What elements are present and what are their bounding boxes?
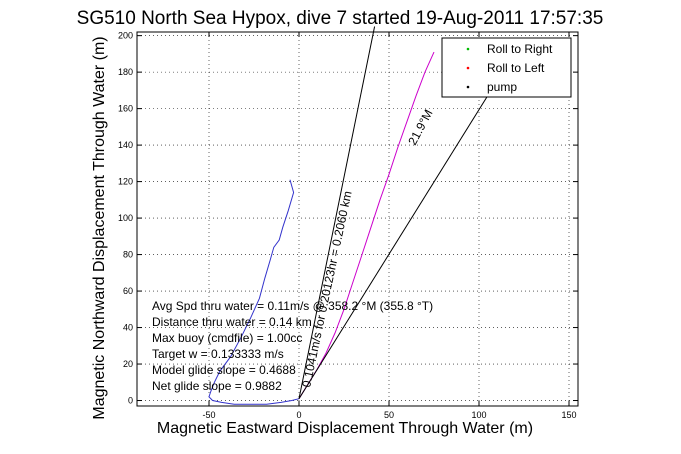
plot-frame <box>136 31 579 407</box>
stats-line: Avg Spd thru water = 0.11m/s @ 358.2 °M … <box>152 299 433 313</box>
legend-box <box>441 37 572 98</box>
legend-label: Roll to Right <box>487 42 553 56</box>
y-tick-label: 40 <box>123 323 133 333</box>
x-axis-label: Magnetic Eastward Displacement Through W… <box>157 420 533 437</box>
y-tick-label: 140 <box>118 140 133 150</box>
y-tick-label: 20 <box>123 359 133 369</box>
legend: Roll to Right Roll to Left pump <box>441 37 572 98</box>
series-layer <box>208 26 503 405</box>
stats-block: Avg Spd thru water = 0.11m/s @ 358.2 °M … <box>152 299 433 393</box>
legend-marker <box>466 85 470 89</box>
y-tick-label: 120 <box>118 177 133 187</box>
y-tick-label: 200 <box>118 31 133 41</box>
series-line <box>298 71 503 399</box>
y-tick-label: 60 <box>123 286 133 296</box>
series-line <box>298 26 376 399</box>
legend-marker <box>466 47 470 51</box>
legend-label: Roll to Left <box>487 61 545 75</box>
stats-line: Net glide slope = 0.9882 <box>152 379 282 393</box>
chart-title: SG510 North Sea Hypox, dive 7 started 19… <box>77 8 604 29</box>
stats-line: Max buoy (cmdfile) = 1.00cc <box>152 331 302 345</box>
x-tick-label: 150 <box>561 410 576 420</box>
stats-line: Distance thru water = 0.14 km <box>152 315 312 329</box>
x-tick-label: 50 <box>384 410 394 420</box>
y-axis-label: Magnetic Northward Displacement Through … <box>91 36 108 419</box>
y-tick-label: 100 <box>118 213 133 223</box>
y-tick-label: 0 <box>128 396 133 406</box>
series-line <box>208 179 300 405</box>
x-tick-label: -50 <box>202 410 215 420</box>
y-tick-label: 180 <box>118 67 133 77</box>
stats-line: Target w = 0.133333 m/s <box>152 347 284 361</box>
legend-marker <box>466 66 470 70</box>
legend-label: pump <box>487 80 517 94</box>
y-tick-label: 160 <box>118 104 133 114</box>
ticks-layer: -50 0 50 100 150 0 20 40 60 80 100 120 140 160 180 200 <box>118 31 578 420</box>
stats-line: Model glide slope = 0.4688 <box>152 363 296 377</box>
x-tick-label: 100 <box>471 410 486 420</box>
series-line <box>298 51 435 399</box>
y-tick-label: 80 <box>123 250 133 260</box>
x-tick-label: 0 <box>296 410 301 420</box>
